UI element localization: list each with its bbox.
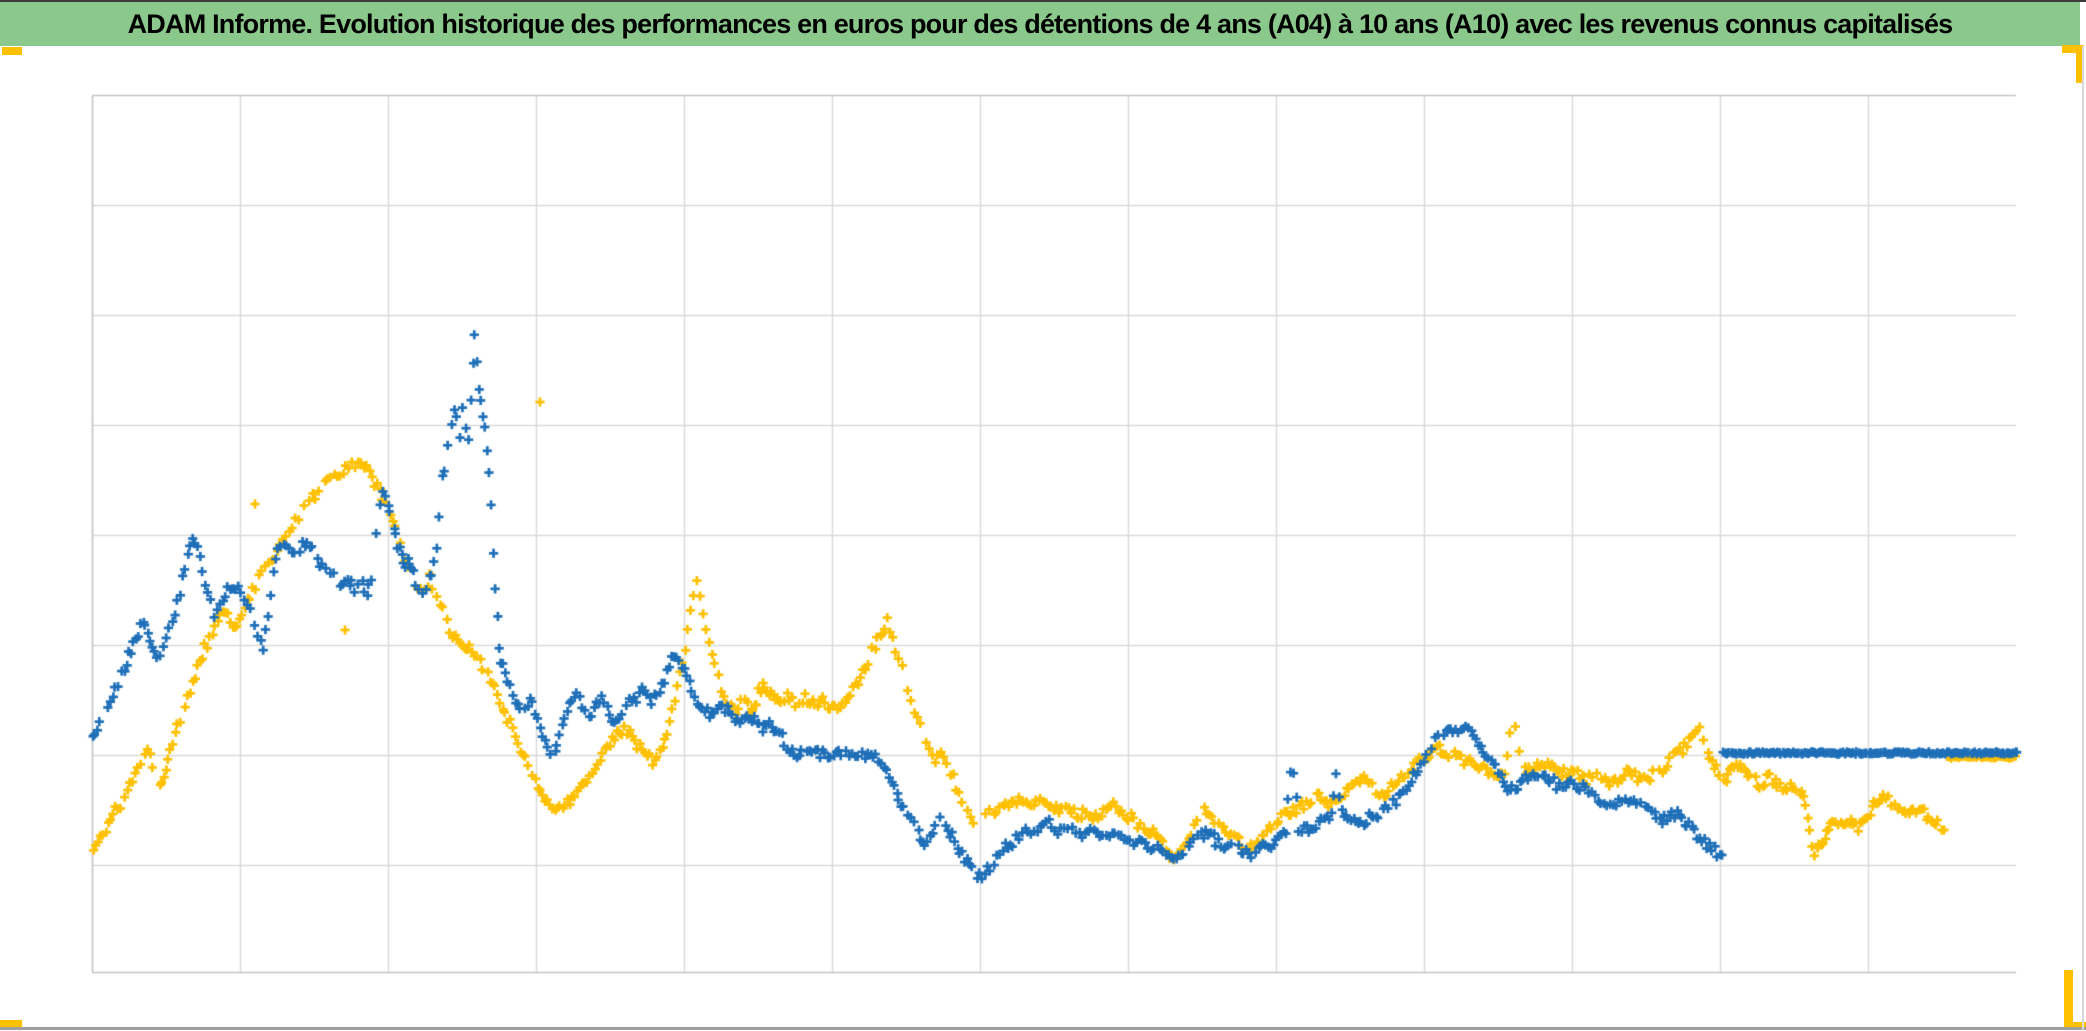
corner-accent-top-right-horizontal [2062,45,2084,53]
bottom-edge-rule [0,1027,2086,1030]
corner-accent-bottom-right-horizontal [2064,1022,2086,1029]
right-edge-rule [2082,46,2084,1031]
corner-accent-bottom-right-vertical [2064,970,2073,1028]
corner-accent-top-right-vertical [2076,45,2084,83]
corner-accent-bottom-left [0,1020,22,1029]
corner-accent-top-left [2,47,22,55]
